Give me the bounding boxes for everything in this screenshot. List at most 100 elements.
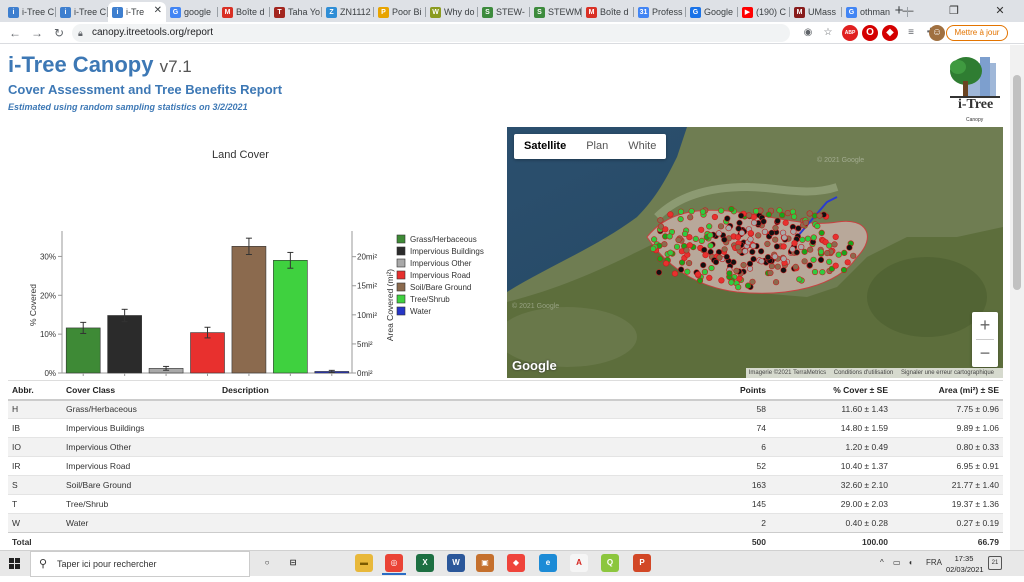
tab-close-icon[interactable]: ✕ [153, 5, 162, 16]
map-sample-point[interactable] [760, 218, 767, 225]
start-button[interactable] [0, 551, 30, 577]
col-description[interactable]: Description [218, 380, 658, 401]
map-sample-point[interactable] [698, 237, 705, 244]
map-sample-point[interactable] [717, 223, 725, 230]
browser-tab[interactable]: 31 Profess [634, 2, 686, 22]
map-sample-point[interactable] [699, 208, 706, 215]
page-scrollbar[interactable] [1010, 45, 1024, 550]
map-sample-point[interactable] [804, 235, 812, 242]
terms-link[interactable]: Conditions d'utilisation [833, 370, 894, 376]
map-sample-point[interactable] [650, 245, 657, 252]
browser-tab[interactable]: M UMass [790, 2, 842, 22]
map-sample-point[interactable] [806, 210, 813, 217]
col-points[interactable]: Points [658, 380, 770, 401]
map-sample-point[interactable] [781, 234, 788, 241]
network-icon[interactable]: ▭ [893, 558, 901, 567]
bar-s[interactable] [231, 246, 267, 374]
map-sample-point[interactable] [810, 256, 817, 263]
minimize-button[interactable]: — [902, 5, 914, 17]
bar-ir[interactable] [190, 332, 225, 374]
map-sample-point[interactable] [684, 268, 691, 275]
map-sample-point[interactable] [671, 270, 679, 277]
map-sample-point[interactable] [702, 252, 709, 259]
map-sample-point[interactable] [724, 215, 731, 222]
map-sample-point[interactable] [728, 279, 735, 286]
map-sample-point[interactable] [764, 240, 771, 247]
map-sample-point[interactable] [728, 205, 735, 213]
map-sample-point[interactable] [706, 274, 713, 281]
map-sample-point[interactable] [746, 260, 754, 267]
map-sample-point[interactable] [677, 208, 685, 215]
map-sample-point[interactable] [712, 259, 720, 266]
browser-tab[interactable]: i i-Tree C [56, 2, 108, 22]
map-sample-point[interactable] [768, 229, 775, 236]
browser-tab[interactable]: T Taha Yo [270, 2, 322, 22]
map-sample-point[interactable] [745, 212, 753, 219]
browser-tab[interactable]: M Boîte d [582, 2, 634, 22]
map-sample-point[interactable] [832, 262, 839, 269]
map-sample-point[interactable] [718, 207, 725, 214]
playlist-icon[interactable]: ≡ [908, 27, 914, 38]
scrollbar-thumb[interactable] [1013, 75, 1021, 290]
map-sample-point[interactable] [780, 255, 787, 262]
map-sample-point[interactable] [780, 267, 787, 274]
map-sample-point[interactable] [742, 248, 749, 255]
map-sample-point[interactable] [789, 246, 796, 253]
map-sample-point[interactable] [716, 254, 723, 261]
map-sample-point[interactable] [773, 243, 781, 250]
map-sample-point[interactable] [826, 258, 833, 265]
map-sample-point[interactable] [850, 252, 857, 259]
map-sample-point[interactable] [791, 240, 798, 247]
cortana-icon[interactable]: ○ [258, 554, 276, 572]
map-sample-point[interactable] [824, 249, 831, 257]
map-sample-point[interactable] [753, 208, 760, 215]
map-sample-point[interactable] [750, 256, 757, 263]
map-sample-point[interactable] [738, 212, 745, 219]
map-sample-point[interactable] [767, 269, 774, 276]
map-sample-point[interactable] [747, 236, 754, 243]
forward-button[interactable]: → [31, 26, 43, 40]
map-sample-point[interactable] [663, 260, 670, 267]
map-sample-point[interactable] [734, 234, 741, 241]
map-sample-point[interactable] [774, 217, 781, 224]
map-sample-point[interactable] [745, 282, 752, 289]
map-tab-plan[interactable]: Plan [586, 140, 609, 152]
map-sample-point[interactable] [798, 243, 805, 251]
anydesk-icon[interactable]: ◆ [507, 554, 525, 572]
map-sample-point[interactable] [758, 248, 765, 255]
map-sample-point[interactable] [841, 249, 848, 256]
map-sample-point[interactable] [662, 226, 669, 233]
map-sample-point[interactable] [708, 265, 715, 272]
tray-chevron-icon[interactable]: ^ [880, 558, 884, 567]
map-sample-point[interactable] [681, 230, 689, 237]
map-sample-point[interactable] [686, 234, 693, 241]
map-sample-point[interactable] [840, 266, 848, 274]
map-sample-point[interactable] [701, 268, 708, 276]
map-sample-point[interactable] [749, 278, 756, 285]
browser-tab[interactable]: M Boîte d [218, 2, 270, 22]
map-sample-point[interactable] [816, 212, 823, 219]
map-sample-point[interactable] [657, 217, 664, 224]
browser-tab[interactable]: Z ZN1112 [322, 2, 374, 22]
map-sample-point[interactable] [667, 211, 674, 218]
profile-avatar[interactable]: ☺ [929, 25, 945, 41]
col-area[interactable]: Area (mi²) ± SE [892, 380, 1003, 401]
browser-tab[interactable]: P Poor Bi [374, 2, 426, 22]
browser-tab[interactable]: W Why do [426, 2, 478, 22]
edge-icon[interactable]: e [539, 554, 557, 572]
map-sample-point[interactable] [790, 228, 797, 235]
browser-tab[interactable]: i i-Tre ✕ [108, 2, 166, 22]
satellite-map[interactable]: © 2021 Google © 2021 Google Satellite Pl… [507, 127, 1003, 378]
map-sample-point[interactable] [802, 219, 809, 226]
map-sample-point[interactable] [818, 229, 825, 236]
map-sample-point[interactable] [758, 258, 765, 265]
map-sample-point[interactable] [747, 230, 754, 237]
map-sample-point[interactable] [725, 224, 732, 232]
map-sample-point[interactable] [733, 267, 740, 274]
map-sample-point[interactable] [779, 212, 786, 219]
map-sample-point[interactable] [726, 270, 733, 277]
map-sample-point[interactable] [755, 232, 762, 239]
powerpoint-icon[interactable]: P [633, 554, 651, 572]
